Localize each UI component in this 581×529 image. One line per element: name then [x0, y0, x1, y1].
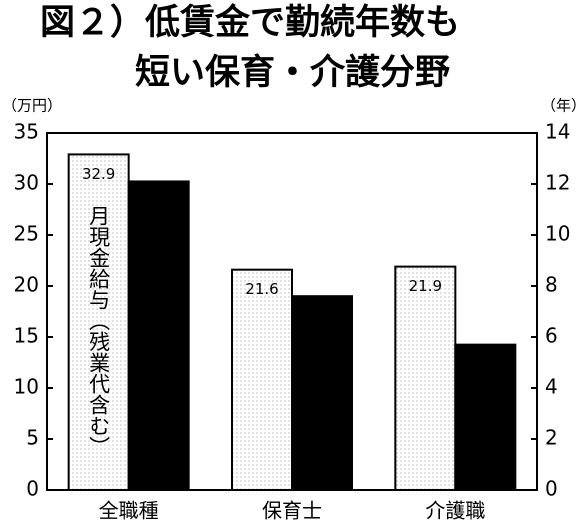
value-label: 5.7	[473, 355, 497, 373]
y2-axis-label: （年）	[541, 97, 581, 115]
bar	[454, 343, 517, 491]
value-label: 12.1	[142, 192, 175, 210]
y-tick-label: 5	[26, 426, 39, 450]
value-label: 32.9	[82, 165, 115, 183]
value-label: 21.6	[245, 280, 278, 298]
y-tick-label: 25	[14, 222, 39, 246]
series-label: 月現金給与（残業代含む）	[87, 205, 111, 457]
chart-title: 短い保育・介護分野	[135, 53, 450, 93]
y-axis-label: （万円）	[2, 97, 62, 115]
bar	[231, 268, 293, 491]
series-label: 平均勤続年数	[147, 268, 171, 394]
value-label: 21.9	[409, 277, 442, 295]
y2-tick-label: 14	[545, 120, 570, 144]
y2-tick-label: 6	[545, 324, 558, 348]
y2-tick-label: 10	[545, 222, 570, 246]
y-tick-label: 35	[14, 120, 39, 144]
bar	[67, 153, 130, 491]
y-tick-label: 20	[14, 273, 39, 297]
y-tick-label: 0	[26, 477, 39, 501]
x-tick-label: 全職種	[99, 499, 159, 523]
chart-title: 図２）低賃金で勤続年数も	[40, 2, 460, 43]
bar	[127, 180, 190, 491]
y-tick-label: 30	[14, 171, 39, 195]
y2-tick-label: 0	[545, 477, 558, 501]
y2-tick-label: 2	[545, 426, 558, 450]
bar	[394, 265, 457, 491]
y2-tick-label: 12	[545, 171, 570, 195]
bar	[291, 295, 353, 492]
y2-tick-label: 8	[545, 273, 558, 297]
y-tick-label: 15	[14, 324, 39, 348]
x-tick-label: 介護職	[425, 499, 485, 523]
y2-tick-label: 4	[545, 375, 558, 399]
y-tick-label: 10	[14, 375, 39, 399]
value-label: 7.6	[310, 307, 334, 325]
x-tick-label: 保育士	[262, 499, 322, 523]
